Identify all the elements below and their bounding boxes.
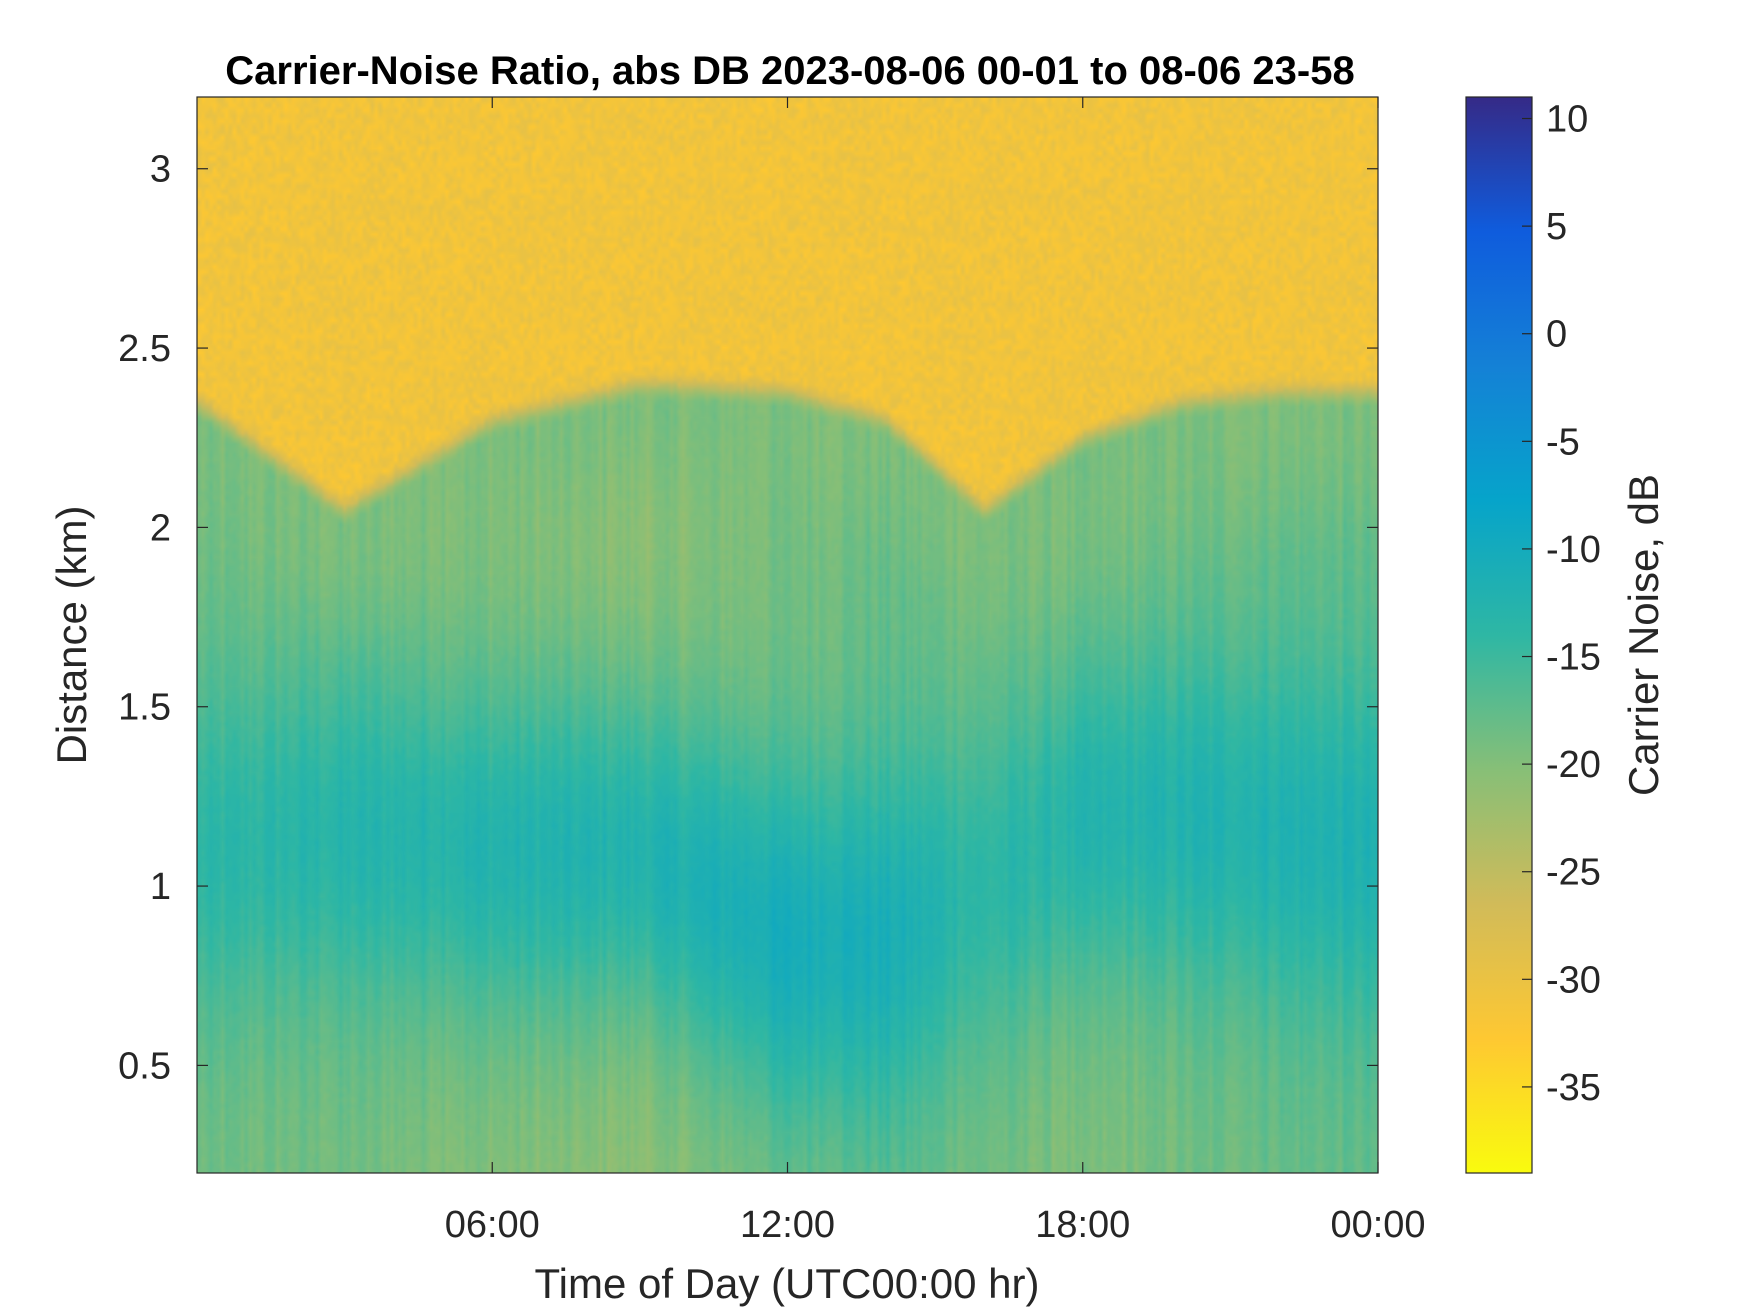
colorbar: 10 5 0 -5 -10 -15 -20 -25 -30 -35 [1465,96,1601,1174]
x-tick-label: 00:00 [1330,1204,1425,1246]
x-tick-label: 12:00 [740,1204,835,1246]
y-tick-label: 3 [150,149,171,191]
colorbar-tick-label: 0 [1546,314,1567,356]
y-ticks: 0.5 1 1.5 2 2.5 3 [118,149,1378,1087]
heatmap-image [197,97,1378,1173]
x-tick-label: 06:00 [445,1204,540,1246]
colorbar-label: Carrier Noise, dB [1620,474,1667,796]
colorbar-tick-label: -20 [1546,744,1601,786]
colorbar-tick-label: -25 [1546,852,1601,894]
x-axis-label: Time of Day (UTC00:00 hr) [535,1260,1040,1307]
x-tick-label: 18:00 [1035,1204,1130,1246]
colorbar-tick-label: 10 [1546,99,1588,141]
colorbar-bar [1465,96,1533,1174]
y-tick-label: 2 [150,507,171,549]
colorbar-ticks: 10 5 0 -5 -10 -15 -20 -25 -30 -35 [1522,99,1601,1109]
colorbar-tick-label: -5 [1546,421,1580,463]
y-tick-label: 2.5 [118,328,171,370]
colorbar-tick-label: 5 [1546,206,1567,248]
colorbar-tick-label: -15 [1546,637,1601,679]
colorbar-tick-label: -35 [1546,1067,1601,1109]
y-tick-label: 0.5 [118,1045,171,1087]
plot-area: 06:00 12:00 18:00 00:00 0.5 1 1.5 2 2.5 3 [118,96,1426,1246]
colorbar-tick-label: -30 [1546,959,1601,1001]
x-ticks: 06:00 12:00 18:00 00:00 [445,97,1426,1246]
y-tick-label: 1 [150,866,171,908]
chart-title: Carrier-Noise Ratio, abs DB 2023-08-06 0… [225,49,1354,93]
colorbar-tick-label: -10 [1546,529,1601,571]
y-tick-label: 1.5 [118,687,171,729]
y-axis-label: Distance (km) [48,505,95,764]
